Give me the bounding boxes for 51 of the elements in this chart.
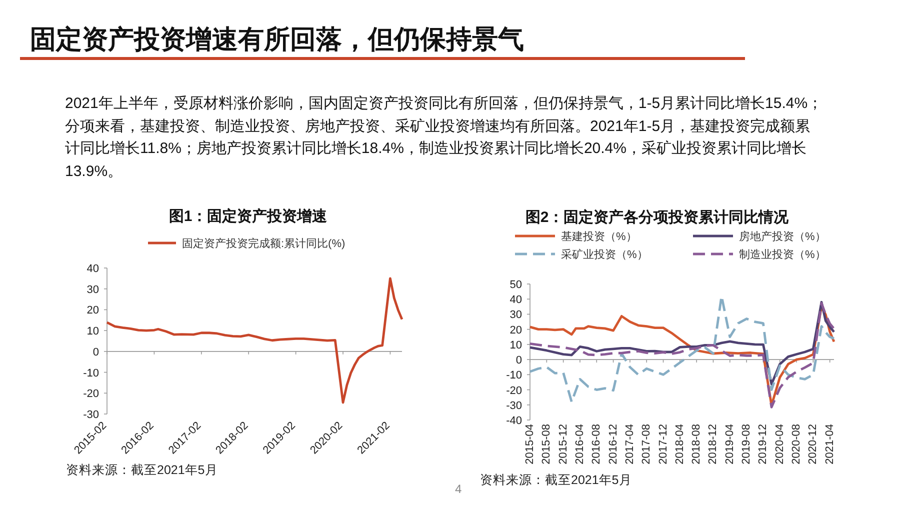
y-tick-label: 20	[86, 304, 99, 317]
chart-title: 图1：固定资产投资增速	[168, 207, 328, 225]
y-tick-label: 0	[516, 354, 522, 367]
y-tick-label: 10	[510, 339, 522, 352]
legend-label: 固定资产投资完成额:累计同比(%)	[182, 237, 346, 250]
x-tick-label: 2015-12	[557, 424, 570, 464]
y-tick-label: -30	[506, 400, 522, 412]
x-tick-label: 2018-12	[707, 424, 720, 464]
text: 4	[455, 482, 462, 496]
legend-label: 采矿业投资（%）	[561, 248, 648, 261]
x-tick-label: 2020-12	[807, 424, 820, 464]
y-tick-label: 10	[86, 326, 99, 338]
legend-label: 制造业投资（%）	[739, 248, 826, 261]
y-tick-label: -10	[506, 370, 522, 382]
x-tick-label: 2015-08	[540, 424, 553, 464]
text: 资料来源：截至2021年5月	[480, 473, 632, 487]
x-tick-label: 2017-08	[640, 424, 653, 464]
x-tick-label: 2017-04	[624, 424, 636, 464]
x-tick-label: 2019-08	[740, 424, 753, 464]
x-tick-label: 2015-04	[524, 424, 536, 464]
y-tick-label: -20	[506, 384, 522, 397]
x-tick-label: 2018-08	[690, 424, 703, 464]
y-tick-label: 40	[510, 294, 522, 306]
chart-title: 图2：固定资产各分项投资累计同比情况	[525, 208, 790, 226]
y-tick-label: -20	[83, 388, 99, 400]
x-tick-label: 2017-12	[657, 424, 670, 464]
y-tick-label: 40	[86, 263, 99, 275]
y-tick-label: 0	[92, 346, 99, 358]
y-tick-label: 50	[510, 279, 522, 291]
x-tick-label: 2018-04	[674, 424, 686, 464]
x-tick-label: 2016-04	[574, 424, 586, 464]
line-series	[528, 300, 836, 386]
text: 固定资产投资增速有所回落，但仍保持景气	[30, 23, 524, 56]
x-tick-label: 2020-08	[790, 424, 803, 464]
line-series	[106, 277, 404, 404]
text: 资料来源：截至2021年5月	[66, 463, 218, 477]
legend-label: 基建投资（%）	[561, 230, 637, 243]
y-tick-label: 30	[510, 309, 522, 322]
x-tick-label: 2016-08	[590, 424, 603, 464]
x-tick-label: 2019-04	[724, 424, 736, 464]
x-tick-label: 2016-12	[607, 424, 620, 464]
y-tick-label: -40	[506, 415, 522, 427]
x-tick-label: 2019-12	[757, 424, 770, 464]
text: 2021年上半年，受原材料涨价影响，国内固定资产投资同比有所回落，但仍保持景气，1-5月累计同比增长15.4%；分项来看，基建投资、制造业投资、房地产投资、采矿业投资增速均有所回落。2021年1-5月，基建投资完成额累计同比增长11.8%；房地产投资累计同比增长18.4%，制造业投资累计同比增长20.4%，采矿业投资累计同比增长13.9%。	[65, 94, 824, 182]
x-tick-label: 2020-04	[774, 424, 786, 464]
x-tick-label: 2021-04	[824, 424, 836, 464]
y-tick-label: -10	[83, 367, 99, 380]
y-tick-label: -30	[83, 409, 99, 421]
y-tick-label: 20	[510, 324, 522, 336]
y-tick-label: 30	[86, 284, 99, 296]
legend-label: 房地产投资（%）	[739, 230, 826, 243]
